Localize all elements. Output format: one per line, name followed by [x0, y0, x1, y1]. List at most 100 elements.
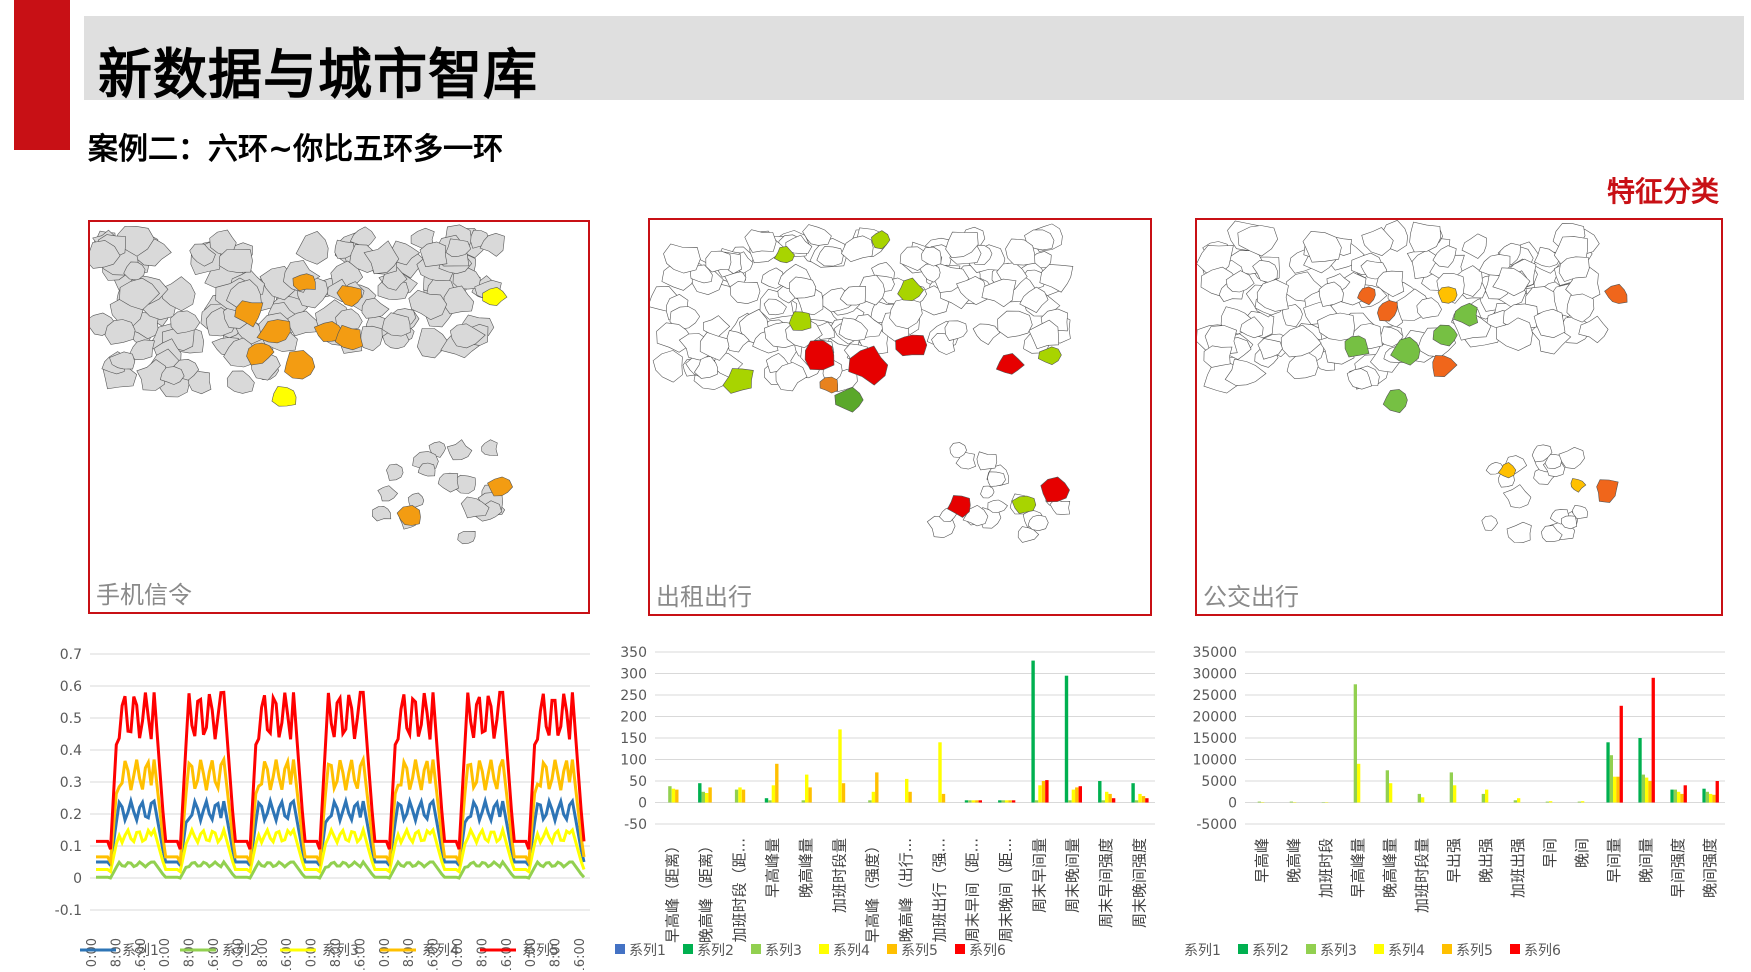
category-label: 早出强: [1445, 838, 1463, 883]
category-label: 早间: [1541, 838, 1559, 868]
legend-label: 系列2: [222, 943, 259, 959]
category-label: 加班时段: [1317, 838, 1335, 898]
district: [1318, 281, 1344, 307]
district: [652, 350, 683, 383]
district: [839, 286, 866, 306]
x-tick-label: 16:00: [207, 938, 222, 970]
bar: [1638, 738, 1642, 803]
bar: [1134, 800, 1139, 803]
district: [1566, 293, 1595, 323]
district: [788, 276, 817, 299]
legend-swatch: [1238, 944, 1248, 954]
map-label: 出租出行: [656, 583, 752, 611]
bar-chart-bus: 35000 30000 25000 20000 15000 10000 5000 0 -5000…: [1180, 640, 1746, 970]
highlighted-district: [1497, 462, 1517, 479]
bar: [1449, 772, 1453, 803]
bar: [1008, 800, 1012, 803]
highlighted-district: [292, 273, 316, 292]
bar: [1670, 789, 1674, 803]
bar: [1031, 660, 1035, 803]
bar: [1289, 801, 1293, 803]
category-label: 周末晚间强度: [1130, 838, 1148, 928]
bar: [971, 800, 976, 803]
highlighted-district: [1432, 324, 1458, 347]
highlighted-district: [848, 345, 889, 386]
district: [1375, 270, 1405, 298]
district: [729, 281, 761, 305]
bar: [908, 791, 912, 803]
bar: [838, 729, 842, 803]
district: [1492, 267, 1531, 297]
district: [119, 277, 160, 311]
district: [1558, 256, 1590, 282]
district: [1239, 316, 1264, 339]
district: [408, 289, 448, 321]
district: [1361, 227, 1394, 256]
highlighted-district: [1377, 300, 1398, 322]
category-label: 加班出强: [1509, 838, 1527, 898]
district: [449, 323, 486, 349]
highlighted-district: [256, 319, 291, 344]
bar: [801, 800, 805, 803]
bar: [1353, 684, 1357, 803]
district: [1256, 279, 1289, 312]
y-tick-label: 20000: [1192, 710, 1237, 726]
bar: [841, 783, 846, 803]
legend-swatch: [615, 944, 625, 954]
category-label: 早间强度: [1669, 838, 1687, 898]
highlighted-district: [234, 300, 264, 328]
x-tick-label: 0:00: [524, 938, 539, 967]
map-panel-bus-trips: 公交出行: [1195, 218, 1723, 616]
district: [987, 471, 1006, 487]
bar: [905, 778, 909, 803]
district: [760, 267, 784, 289]
district: [703, 315, 731, 337]
district: [1541, 525, 1563, 542]
x-tick-label: 0:00: [305, 938, 320, 967]
legend-label: 系列5: [1456, 943, 1493, 959]
district: [223, 337, 257, 368]
bar: [1645, 777, 1649, 803]
district: [1237, 225, 1279, 257]
category-label: 晚间强度: [1701, 838, 1719, 898]
district: [997, 310, 1033, 338]
bar: [771, 785, 776, 803]
category-label: 晚间量: [1637, 838, 1655, 883]
category-label: 早高峰（强度）: [864, 838, 882, 943]
bar: [964, 800, 969, 803]
category-label: 周末早间量: [1030, 838, 1048, 913]
highlighted-district: [788, 311, 812, 331]
category-label: 周末晚间量: [1064, 838, 1082, 913]
category-label: 周末早间（距...: [964, 838, 982, 942]
district: [104, 319, 136, 345]
district: [775, 362, 808, 392]
line-series: [96, 690, 586, 850]
highlighted-district: [334, 324, 364, 351]
district: [361, 297, 390, 319]
district: [699, 332, 730, 361]
district: [1502, 484, 1532, 509]
district: [1225, 270, 1255, 293]
legend-swatch: [1442, 944, 1452, 954]
bar: [668, 786, 672, 803]
slide-subtitle: 案例二：六环~你比五环多一环: [88, 132, 504, 167]
y-tick-label: 350: [620, 645, 647, 661]
bar: [1421, 797, 1425, 803]
district: [457, 530, 476, 545]
district: [944, 320, 968, 341]
highlighted-district: [1382, 389, 1408, 414]
x-tick-label: 0:00: [231, 938, 246, 967]
district: [1017, 526, 1040, 543]
bar-chart-taxi: 350 300 250 200 150 100 50 0 -50 早高峰（距离） 晚高峰（距离） 加班…: [615, 640, 1175, 970]
map-bus-trips: [1197, 220, 1628, 544]
accent-bar: [14, 0, 70, 150]
district: [381, 312, 411, 337]
x-tick-label: 16:00: [500, 938, 515, 970]
highlighted-district: [246, 342, 275, 366]
district: [694, 356, 719, 379]
district: [972, 323, 1001, 345]
bar: [1513, 800, 1517, 803]
bar: [1131, 783, 1135, 803]
category-label: 加班时段量: [830, 838, 848, 913]
bar: [671, 788, 676, 803]
